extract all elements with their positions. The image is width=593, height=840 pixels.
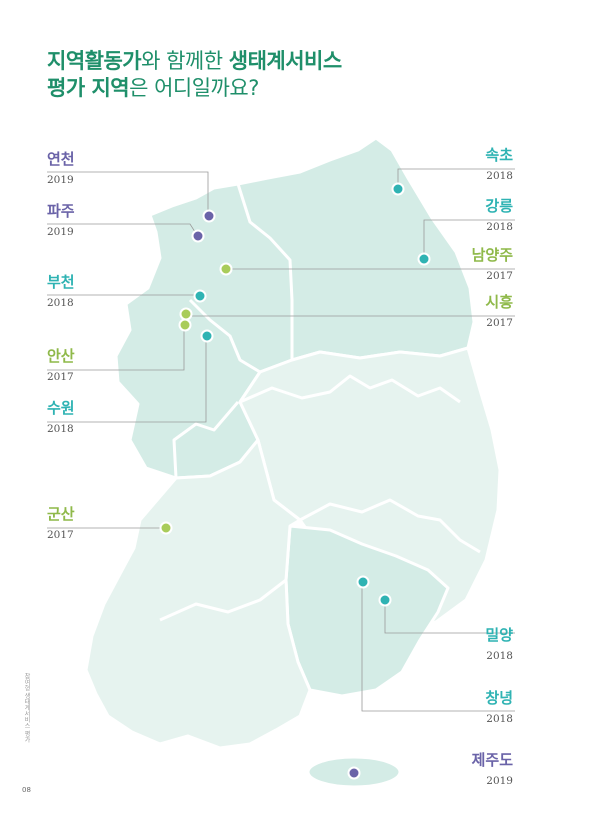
- label-ansan: 안산 2017: [47, 347, 75, 384]
- region-name: 남양주: [471, 246, 513, 264]
- region-name: 파주: [47, 202, 75, 220]
- region-name: 밀양: [485, 626, 513, 644]
- marker-jeju: [347, 766, 361, 780]
- label-yeoncheon: 연천 2019: [47, 150, 75, 187]
- region-name: 수원: [47, 399, 75, 417]
- marker-yeoncheon: [202, 209, 216, 223]
- marker-namyangju: [219, 262, 233, 276]
- region-name: 창녕: [485, 689, 513, 707]
- region-year: 2018: [47, 423, 74, 435]
- marker-gangneung: [417, 252, 431, 266]
- map-southwest-region: [84, 438, 312, 750]
- map-border-lines: [159, 183, 481, 622]
- region-year: 2018: [47, 297, 74, 309]
- marker-gunsan: [159, 521, 173, 535]
- page-title-line2: 평가 지역은 어디일까요?: [47, 75, 259, 102]
- label-siheung: 시흥 2017: [485, 293, 513, 330]
- region-year: 2019: [47, 226, 74, 238]
- region-name: 강릉: [485, 197, 513, 215]
- region-name: 속초: [485, 146, 513, 164]
- region-name: 연천: [47, 150, 75, 168]
- label-paju: 파주 2019: [47, 202, 75, 239]
- label-gunsan: 군산 2017: [47, 505, 75, 542]
- title-bold-area: 평가 지역: [47, 76, 130, 100]
- region-name: 부천: [47, 273, 75, 291]
- marker-sokcho: [391, 182, 405, 196]
- side-running-text: 참여형 생태계서비스 평가: [23, 673, 30, 743]
- region-name: 군산: [47, 505, 75, 523]
- label-bucheon: 부천 2018: [47, 273, 75, 310]
- region-year: 2018: [486, 170, 513, 182]
- marker-paju: [191, 229, 205, 243]
- marker-ansan: [178, 318, 192, 332]
- marker-suwon: [200, 329, 214, 343]
- region-year: 2017: [47, 371, 74, 383]
- leader-suwon: [47, 336, 207, 423]
- label-jeju: 제주도 2019: [472, 751, 513, 788]
- region-year: 2019: [47, 174, 74, 186]
- leader-miryang: [384, 600, 515, 634]
- leader-yeoncheon: [47, 171, 209, 214]
- label-namyangju: 남양주 2017: [472, 246, 513, 283]
- marker-changnyeong: [356, 575, 370, 589]
- region-year: 2018: [486, 650, 513, 662]
- region-name: 제주도: [471, 751, 513, 769]
- marker-siheung: [179, 307, 193, 321]
- marker-bucheon: [193, 289, 207, 303]
- title-question: 은 어디일까요?: [129, 76, 259, 100]
- label-changnyeong: 창녕 2018: [485, 689, 513, 726]
- title-connector: 와 함께한: [141, 49, 229, 73]
- label-sokcho: 속초 2018: [485, 146, 513, 183]
- label-gangneung: 강릉 2018: [485, 197, 513, 234]
- region-year: 2017: [47, 529, 74, 541]
- label-suwon: 수원 2018: [47, 399, 75, 436]
- region-name: 안산: [47, 347, 75, 365]
- leader-gangneung: [423, 219, 515, 258]
- leader-ansan: [47, 325, 185, 371]
- leader-sokcho: [397, 168, 515, 188]
- region-year: 2019: [486, 775, 513, 787]
- region-year: 2017: [486, 270, 513, 282]
- region-year: 2017: [486, 317, 513, 329]
- label-miryang: 밀양 2018: [485, 626, 513, 663]
- region-year: 2018: [486, 221, 513, 233]
- title-bold-activists: 지역활동가: [47, 49, 142, 73]
- region-year: 2018: [486, 713, 513, 725]
- page-title-line1: 지역활동가와 함께한 생태계서비스: [47, 48, 342, 75]
- leader-changnyeong: [361, 582, 515, 712]
- region-name: 시흥: [485, 293, 513, 311]
- page-number: 08: [22, 786, 31, 794]
- title-bold-ecosystem: 생태계서비스: [228, 49, 342, 73]
- marker-miryang: [378, 593, 392, 607]
